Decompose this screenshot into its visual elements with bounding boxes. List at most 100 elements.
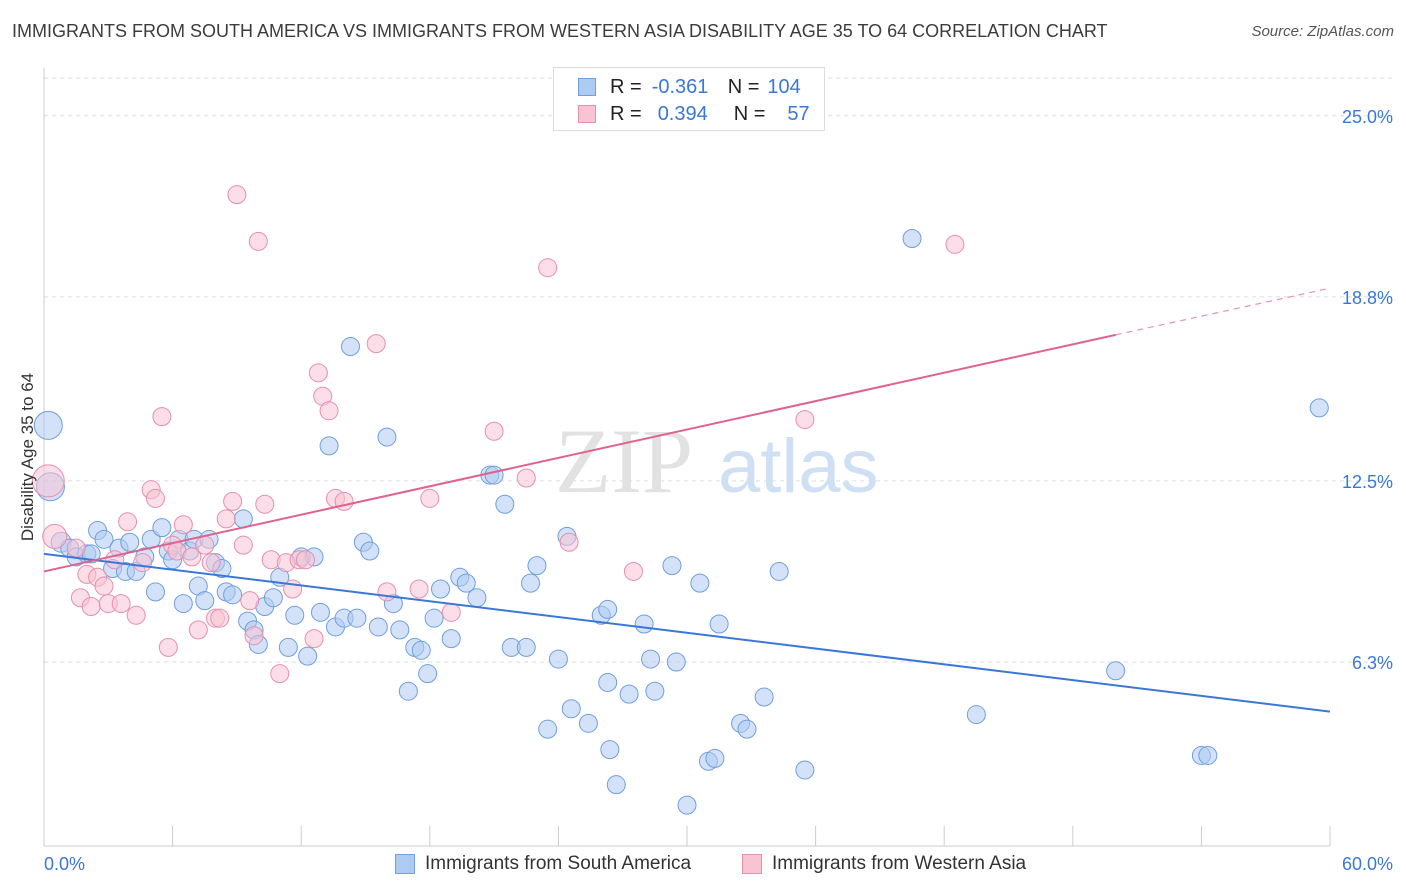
point-south-america [619, 684, 639, 704]
point-south-america [173, 594, 193, 614]
point-western-asia [377, 582, 397, 602]
point-south-america [424, 608, 444, 628]
point-south-america [411, 640, 431, 660]
point-south-america [120, 532, 140, 552]
bottom-legend-south-america: Immigrants from South America [395, 852, 691, 876]
point-western-asia [420, 488, 440, 508]
trend-lines [43, 287, 1331, 713]
point-western-asia [188, 620, 208, 640]
point-south-america [705, 748, 725, 768]
point-south-america [1198, 745, 1218, 765]
legend-row-western-asia: R = 0.394 N = 57 [578, 101, 810, 127]
point-south-america [516, 637, 536, 657]
point-western-asia [158, 637, 178, 657]
point-western-asia [145, 488, 165, 508]
point-western-asia [182, 547, 202, 567]
trend-line-south-america [43, 552, 1331, 713]
point-western-asia [255, 494, 275, 514]
point-south-america [521, 573, 541, 593]
trend-line-extension-western-asia [1115, 287, 1331, 336]
point-western-asia [270, 664, 290, 684]
point-western-asia [133, 553, 153, 573]
data-points [31, 185, 1329, 815]
point-western-asia [441, 602, 461, 622]
point-western-asia [201, 553, 221, 573]
point-south-america [152, 518, 172, 538]
point-south-america [484, 465, 504, 485]
point-western-asia [233, 535, 253, 555]
point-western-asia [559, 532, 579, 552]
point-south-america [195, 591, 215, 611]
point-south-america [33, 410, 63, 440]
y-tick-label: 25.0% [1342, 107, 1393, 127]
legend-r-value: -0.361 [651, 75, 709, 98]
point-south-america [495, 494, 515, 514]
watermark-zip: ZIP [555, 410, 693, 512]
point-south-america [418, 664, 438, 684]
legend-r-label: R = [610, 75, 642, 98]
point-western-asia [484, 421, 504, 441]
point-south-america [966, 705, 986, 725]
legend-r-value: 0.394 [657, 102, 708, 125]
point-south-america [347, 608, 367, 628]
bottom-legend-western-asia: Immigrants from Western Asia [742, 852, 1026, 876]
watermark-atlas: atlas [718, 424, 879, 509]
point-western-asia [409, 579, 429, 599]
y-tick-label: 18.8% [1342, 288, 1393, 308]
grid-lines [44, 77, 1392, 663]
point-south-america [1106, 661, 1126, 681]
point-south-america [598, 672, 618, 692]
point-south-america [578, 713, 598, 733]
y-tick-label: 6.3% [1352, 653, 1393, 673]
point-south-america [709, 614, 729, 634]
point-western-asia [295, 550, 315, 570]
point-western-asia [195, 535, 215, 555]
point-western-asia [319, 401, 339, 421]
legend-r-label: R = [610, 102, 642, 125]
point-western-asia [244, 626, 264, 646]
point-western-asia [623, 561, 643, 581]
point-south-america [548, 649, 568, 669]
point-south-america [145, 582, 165, 602]
point-south-america [431, 579, 451, 599]
point-south-america [666, 652, 686, 672]
point-western-asia [216, 509, 236, 529]
point-western-asia [304, 629, 324, 649]
legend-n-value: 104 [767, 75, 801, 98]
point-south-america [310, 602, 330, 622]
point-south-america [398, 681, 418, 701]
point-south-america [737, 719, 757, 739]
point-western-asia [795, 410, 815, 430]
point-south-america [467, 588, 487, 608]
point-south-america [561, 699, 581, 719]
point-western-asia [516, 468, 536, 488]
point-south-america [527, 556, 547, 576]
point-western-asia [94, 576, 114, 596]
chart-title: IMMIGRANTS FROM SOUTH AMERICA VS IMMIGRA… [12, 21, 1108, 41]
point-western-asia [173, 515, 193, 535]
point-south-america [677, 795, 697, 815]
point-south-america [606, 775, 626, 795]
point-south-america [360, 541, 380, 561]
bottom-legend-swatch-pink [742, 854, 762, 874]
point-western-asia [248, 231, 268, 251]
point-south-america [662, 556, 682, 576]
point-south-america [368, 617, 388, 637]
legend-n-value: 57 [787, 102, 810, 125]
point-western-asia [308, 363, 328, 383]
point-south-america [340, 337, 360, 357]
point-western-asia [538, 258, 558, 278]
point-south-america [754, 687, 774, 707]
legend-swatch-pink [578, 105, 596, 123]
point-western-asia [42, 523, 68, 549]
bottom-legend-swatch-blue [395, 854, 415, 874]
point-south-america [769, 561, 789, 581]
x-tick-label: 0.0% [44, 854, 85, 874]
point-western-asia [111, 594, 131, 614]
point-south-america [1309, 398, 1329, 418]
y-axis-label: Disability Age 35 to 64 [18, 373, 37, 541]
point-western-asia [118, 512, 138, 532]
point-south-america [377, 427, 397, 447]
point-south-america [538, 719, 558, 739]
